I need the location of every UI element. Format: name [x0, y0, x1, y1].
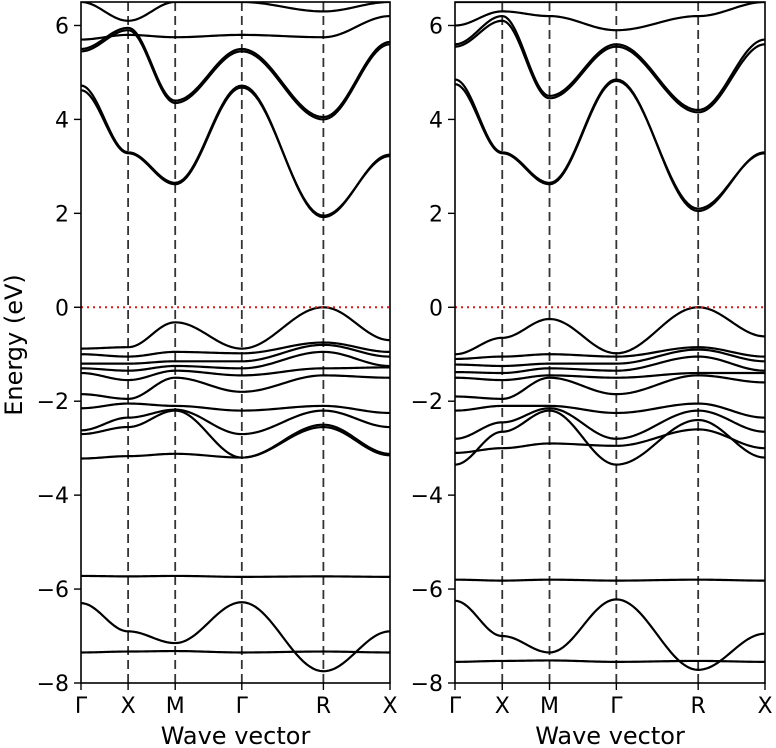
band-line-band-10 — [455, 355, 765, 375]
band-line-band-11 — [81, 343, 390, 365]
x-tick-label: Γ — [236, 694, 249, 719]
band-line-band-13 — [81, 306, 390, 350]
band-line-band-2 — [81, 601, 390, 673]
band-line-band-1 — [455, 659, 765, 663]
band-line-band-15 — [81, 86, 390, 217]
band-line-band-6 — [455, 407, 765, 440]
band-line-band-3 — [81, 574, 390, 578]
band-line-band-9 — [455, 371, 765, 382]
plot-frame — [454, 1, 766, 684]
band-line-band-17 — [455, 14, 765, 112]
band-line-band-15 — [455, 79, 765, 210]
band-line-band-5 — [81, 409, 390, 459]
bands-group — [81, 2, 390, 673]
x-tick-label: Γ — [610, 694, 623, 719]
y-tick-label: −8 — [411, 672, 443, 697]
band-line-band-9 — [81, 366, 390, 382]
band-line-band-18 — [81, 14, 390, 41]
band-line-band-3 — [455, 578, 765, 582]
y-tick-label: 0 — [55, 296, 69, 321]
x-tick-label: M — [166, 694, 185, 719]
band-line-band-6 — [81, 408, 390, 436]
band-line-band-8 — [455, 374, 765, 400]
y-tick-label: −2 — [37, 390, 69, 415]
band-line-band-4 — [81, 425, 390, 460]
y-tick-label: 6 — [55, 14, 69, 39]
y-axis-label: Energy (eV) — [0, 274, 28, 416]
band-line-band-7 — [81, 402, 390, 415]
band-line-band-12 — [81, 341, 390, 358]
panel-left: −8 −6 −4 −2 0 2 4 6 Γ X M Γ R X Wave vector — [37, 1, 398, 748]
y-tick-label: −4 — [37, 484, 69, 509]
panels-layer: −8 −6 −4 −2 0 2 4 6 Γ X M Γ R X Wave vector −8 −6 −4 −2 0 2 4… — [37, 1, 773, 748]
y-tick-label: 2 — [55, 202, 69, 227]
band-line-band-2 — [455, 598, 765, 671]
y-tick-label: −2 — [411, 390, 443, 415]
band-line-band-7 — [455, 402, 765, 419]
x-tick-label: X — [757, 694, 772, 719]
y-tick-label: 4 — [429, 108, 443, 133]
band-line-band-19 — [81, 2, 390, 22]
x-tick-label: X — [495, 694, 510, 719]
y-tick-label: −4 — [411, 484, 443, 509]
band-line-band-4 — [455, 428, 765, 454]
panel-right: −8 −6 −4 −2 0 2 4 6 Γ X M Γ R X Wave vector — [411, 1, 773, 748]
band-line-band-16 — [81, 29, 390, 121]
band-line-band-17 — [81, 26, 390, 119]
plot-frame — [80, 1, 391, 684]
band-line-band-16 — [455, 19, 765, 114]
y-tick-label: −6 — [37, 578, 69, 603]
band-line-band-1 — [81, 649, 390, 654]
x-axis-label: Wave vector — [535, 722, 685, 748]
x-tick-label: Γ — [449, 694, 462, 719]
x-tick-label: R — [316, 694, 331, 719]
x-axis-label: Wave vector — [161, 722, 311, 748]
band-line-band-12 — [455, 346, 765, 361]
bands-group — [455, 2, 765, 671]
y-tick-label: −6 — [411, 578, 443, 603]
x-tick-label: X — [121, 694, 136, 719]
y-tick-label: 6 — [429, 14, 443, 39]
y-tick-label: 0 — [429, 296, 443, 321]
band-line-band-5 — [455, 409, 765, 466]
band-line-band-18 — [455, 2, 765, 32]
band-line-band-10 — [81, 350, 390, 372]
x-tick-label: X — [382, 694, 397, 719]
band-line-band-11 — [455, 348, 765, 368]
x-tick-label: R — [691, 694, 706, 719]
band-line-band-8 — [81, 374, 390, 400]
y-tick-label: 4 — [55, 108, 69, 133]
y-tick-label: −8 — [37, 672, 69, 697]
x-tick-label: Γ — [75, 694, 88, 719]
band-line-band-13 — [455, 306, 765, 356]
x-tick-label: M — [540, 694, 559, 719]
y-tick-label: 2 — [429, 202, 443, 227]
